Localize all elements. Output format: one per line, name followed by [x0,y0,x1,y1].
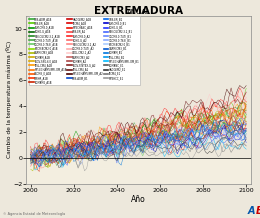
Bar [26,158,250,184]
Text: A: A [247,206,255,216]
Y-axis label: Cambio de la temperatura máxima (ºC): Cambio de la temperatura máxima (ºC) [5,41,11,158]
Text: © Agencia Estatal de Meteorología: © Agencia Estatal de Meteorología [3,212,65,216]
Legend: GOS-AOM_A1B, GOS-ER_A1B, INM-CM3.0_A1B, ECHO-G_A1B, MRI-CGCM2.3.2_A1B, CGCM3.1(T: GOS-AOM_A1B, GOS-ER_A1B, INM-CM3.0_A1B, … [29,16,140,85]
Text: ANUAL: ANUAL [127,9,150,15]
Title: EXTREMADURA: EXTREMADURA [94,5,183,15]
Text: E: E [256,206,260,216]
X-axis label: Año: Año [131,195,146,204]
